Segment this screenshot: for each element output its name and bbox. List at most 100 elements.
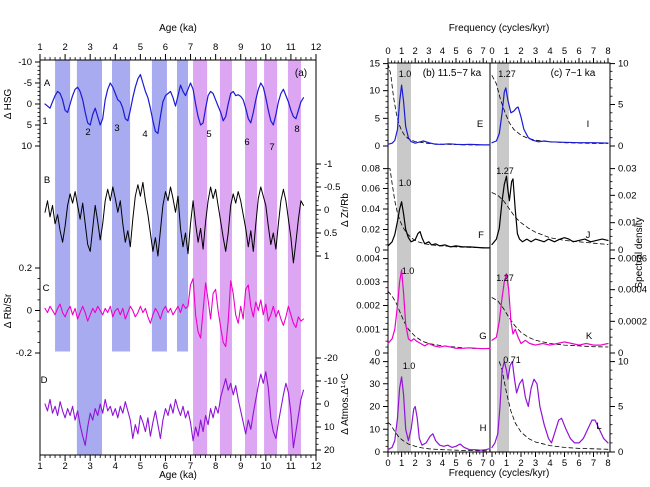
value-tick-label: 0 [618, 245, 623, 256]
shaded-band [176, 60, 189, 352]
panel-L-spectrum-line [491, 361, 609, 448]
peak-frequency-label: 1.27 [496, 166, 514, 176]
panel-label-c: (c) 7~1 ka [551, 68, 596, 79]
series-D-curve [44, 371, 305, 449]
freq-tick-label: 0 [489, 458, 494, 469]
freq-tick-label: 7 [481, 46, 486, 57]
value-tick-label: 0.0004 [618, 285, 647, 296]
age-tick-label: 8 [213, 461, 218, 472]
freq-tick-label: 4 [440, 46, 445, 57]
age-tick-label: 7 [188, 461, 193, 472]
event-number: 8 [294, 124, 299, 135]
freq-tick-label: 3 [533, 458, 538, 469]
freq-tick-label: 2 [413, 458, 418, 469]
value-tick-label: 0 [618, 447, 623, 458]
age-tick-label: 2 [62, 42, 67, 53]
event-number: 3 [114, 123, 119, 134]
panel-K-noise-line [491, 297, 609, 348]
series-B-curve [44, 181, 304, 264]
gray-band [397, 63, 411, 452]
freq-tick-label: 8 [605, 458, 610, 469]
freq-tick-label: 3 [533, 46, 538, 57]
series-B-axis: -1 -0.5 0 0.5 1 [316, 159, 340, 262]
panel-G-noise-line [387, 290, 491, 350]
series-C-line [44, 278, 305, 348]
panel-H-axis: 0 10 20 30 40 [369, 357, 388, 458]
age-tick-label: 3 [88, 461, 93, 472]
value-tick-label: 30 [369, 379, 380, 390]
value-tick-label: 0 [375, 141, 380, 152]
event-number: 6 [244, 137, 249, 148]
event-number: 5 [206, 129, 211, 140]
value-tick-label: 10 [618, 59, 629, 70]
left-frame [39, 59, 317, 456]
panel-K-curves [491, 273, 609, 348]
value-tick-label: 10 [324, 422, 335, 433]
shaded-band [151, 60, 167, 352]
freq-tick-label: 2 [413, 46, 418, 57]
panel-J-spectrum-line [491, 175, 609, 246]
panel-L-curves [491, 361, 609, 450]
value-tick-label: 10 [369, 86, 380, 97]
value-tick-label: -0.5 [324, 182, 340, 193]
panel-I-spectrum-line [491, 87, 609, 144]
value-tick-label: 0 [324, 399, 329, 410]
panel-H-noise-line [387, 421, 491, 452]
panel-H-spectrum-line [387, 376, 491, 451]
freq-tick-label: 5 [453, 458, 458, 469]
axis-title-hsg: Δ HSG [3, 88, 14, 119]
value-tick-label: -20 [324, 353, 338, 364]
freq-tick-label: 7 [481, 458, 486, 469]
value-tick-label: 0.0002 [618, 316, 647, 327]
value-tick-label: 0.002 [356, 301, 380, 312]
freq-tick-label: 3 [426, 458, 431, 469]
age-tick-label: 8 [213, 42, 218, 53]
panel-J-axis: 0 0.01 0.02 0.03 [610, 164, 637, 256]
age-tick-label: 12 [311, 42, 322, 53]
event-number: 2 [85, 127, 90, 138]
freq-tick-label: 4 [547, 46, 552, 57]
freq-tick-label: 4 [547, 458, 552, 469]
freq-tick-label: 6 [576, 458, 581, 469]
freq-tick-label: 8 [605, 46, 610, 57]
age-tick-label: 12 [311, 461, 322, 472]
series-C-curve [44, 278, 305, 348]
age-tick-label: 10 [261, 461, 272, 472]
value-tick-label: 40 [369, 357, 380, 368]
peak-frequency-label: 1.27 [498, 69, 516, 79]
freq-tick-label: 0 [385, 46, 390, 57]
panel-I-curves [491, 75, 609, 144]
shaded-band [55, 60, 71, 352]
value-tick-label: 0.03 [618, 164, 637, 175]
freq-tick-label: 5 [562, 458, 567, 469]
freq-tick-label: 7 [591, 46, 596, 57]
age-tick-label: 1 [37, 42, 42, 53]
freq-tick-label: 1 [399, 458, 404, 469]
value-tick-label: 0 [618, 348, 623, 359]
value-tick-label: 0 [27, 99, 32, 110]
value-tick-label: -0.2 [16, 348, 32, 359]
age-tick-label: 4 [113, 461, 118, 472]
series-B-line [44, 181, 304, 264]
panel-G-axis: 0 0.001 0.002 0.003 0.004 [356, 254, 388, 359]
panel-letter-E: E [477, 119, 483, 130]
value-tick-label: 5 [618, 402, 623, 413]
panel-label-b: (b) 11.5~7 ka [423, 68, 482, 79]
value-tick-label: 0.04 [362, 204, 381, 215]
panel-F-curves [387, 168, 491, 249]
right-top-axis-title: Frequency (cycles/kyr) [449, 23, 550, 34]
panel-L-noise-line [498, 361, 609, 450]
value-tick-label: 0.5 [324, 228, 337, 239]
axis-title-atmos-c14: Δ Atmos.Δ¹⁴C [340, 373, 351, 435]
age-tick-label: 1 [37, 461, 42, 472]
panel-letter-G: G [479, 331, 486, 342]
axis-title-spectral-density: Spectral density [634, 217, 645, 288]
peak-frequency-label: 1.0 [402, 266, 415, 276]
panel-L-axis: 0 5 10 [610, 357, 629, 458]
freq-tick-label: 6 [576, 46, 581, 57]
freq-tick-label: 1 [399, 46, 404, 57]
